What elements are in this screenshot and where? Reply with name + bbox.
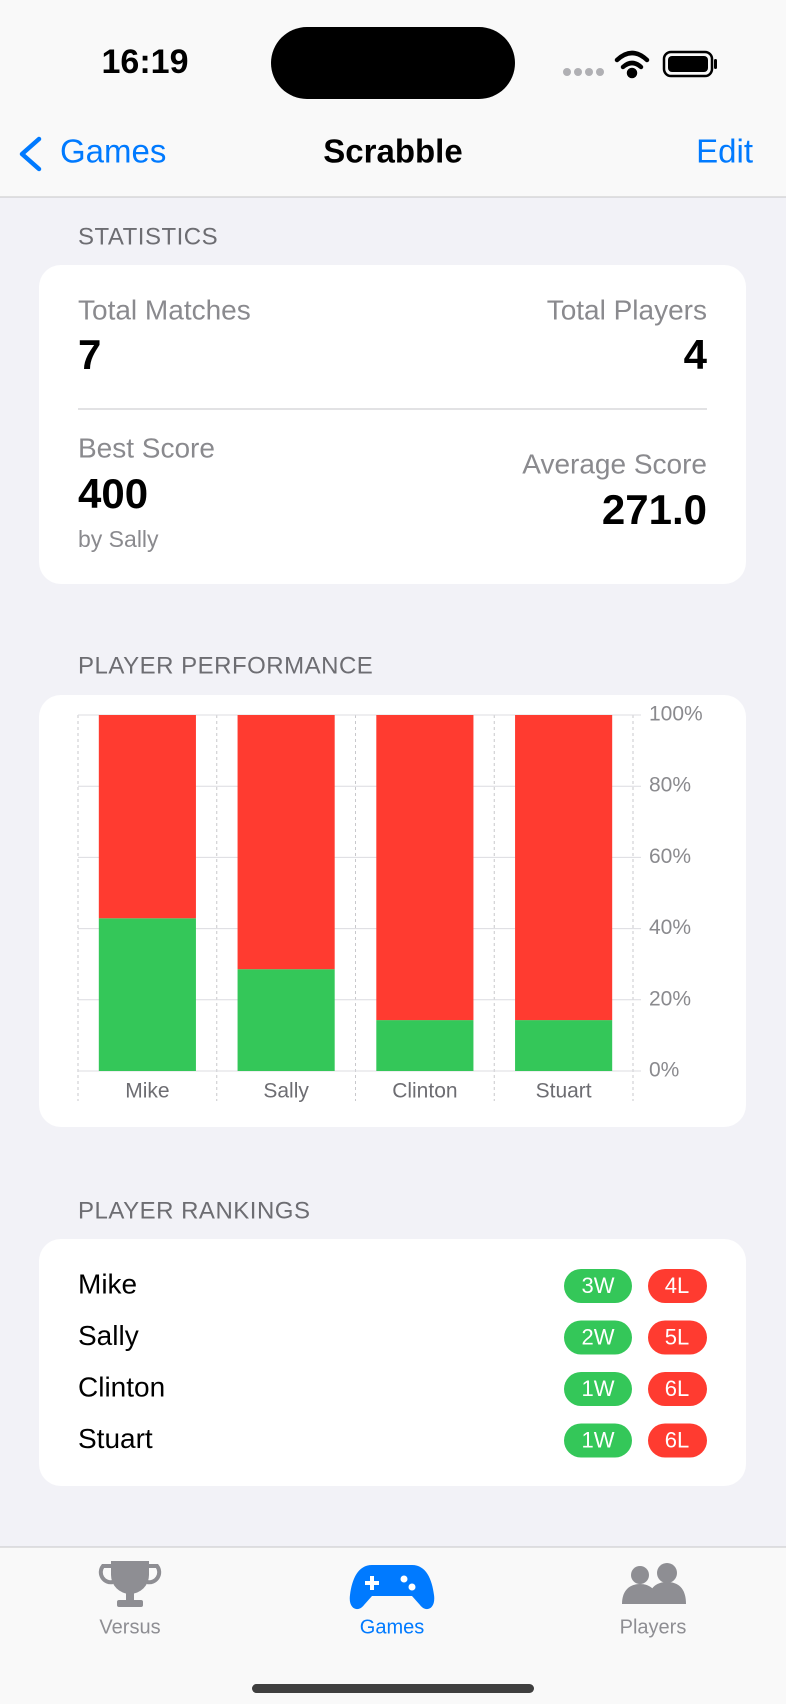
rankings-list: Mike 3W 4L Sally 2W 5L Clinton 1W 6L Stuart 1W 6L	[78, 1268, 707, 1458]
bar-segment	[237, 715, 335, 970]
bar-segment	[515, 1020, 613, 1071]
wins-pill	[564, 1320, 632, 1355]
x-tick-label: Mike	[125, 1080, 169, 1103]
player-name: Stuart	[78, 1423, 153, 1454]
y-tick-label: 40%	[649, 916, 691, 939]
gamepad-icon[interactable]	[349, 1565, 435, 1610]
x-tick-label: Sally	[263, 1080, 309, 1103]
wifi	[614, 50, 650, 79]
losses-text: 6L	[665, 1427, 689, 1452]
bar-segment	[98, 715, 196, 919]
stat-label: Total Matches	[78, 294, 251, 325]
y-tick-label: 80%	[649, 774, 691, 797]
wins-text: 2W	[582, 1324, 615, 1349]
stat-caption: by Sally	[78, 526, 159, 552]
losses-text: 4L	[665, 1273, 689, 1298]
tab-label[interactable]: Games	[360, 1616, 424, 1638]
wins-pill	[564, 1372, 632, 1406]
stat-value: 400	[78, 470, 148, 517]
stat-value: 271.0	[602, 486, 707, 533]
tab-label[interactable]: Players	[620, 1616, 687, 1638]
y-tick-label: 100%	[649, 703, 703, 726]
section-header: PLAYER RANKINGS	[78, 1197, 310, 1224]
losses-pill	[648, 1269, 707, 1303]
nav-title: Scrabble	[323, 133, 462, 170]
bar-segment	[237, 969, 335, 1071]
wins-text: 3W	[582, 1273, 615, 1298]
losses-pill	[648, 1372, 707, 1406]
chart: 0% 20% 40% 60% 80% 100% Mike Sally Clinton Stuart	[77, 703, 703, 1103]
player-name: Clinton	[78, 1371, 165, 1402]
stat-value: 7	[78, 331, 101, 378]
wins-pill	[564, 1269, 632, 1303]
bar-segment	[515, 715, 613, 1021]
back-chevron[interactable]	[19, 136, 42, 172]
bar-segment	[98, 918, 196, 1071]
dynamic-island	[271, 27, 515, 99]
y-tick-label: 20%	[649, 987, 691, 1010]
back-button[interactable]: Games	[60, 133, 166, 170]
y-tick-label: 0%	[649, 1059, 679, 1082]
signal	[563, 68, 604, 76]
player-name: Mike	[78, 1268, 137, 1299]
trophy-icon[interactable]	[98, 1561, 162, 1607]
section-header: PLAYER PERFORMANCE	[78, 652, 373, 679]
tab-label[interactable]: Versus	[99, 1616, 160, 1638]
stat-label: Total Players	[547, 294, 707, 325]
rankings-card	[39, 1239, 746, 1486]
stat-value: 4	[684, 331, 708, 378]
time: 16:19	[102, 43, 189, 81]
losses-text: 5L	[665, 1324, 689, 1349]
x-tick-label: Stuart	[536, 1080, 592, 1103]
stat-label: Average Score	[522, 448, 707, 479]
edit-button[interactable]: Edit	[696, 133, 753, 170]
wins-text: 1W	[582, 1376, 615, 1401]
bar-segment	[376, 715, 474, 1021]
losses-text: 6L	[665, 1376, 689, 1401]
home-indicator	[252, 1684, 534, 1693]
stats-card	[39, 265, 746, 584]
wins-text: 1W	[582, 1427, 615, 1452]
bar-segment	[376, 1020, 474, 1071]
losses-pill	[648, 1423, 707, 1458]
wins-pill	[564, 1423, 632, 1458]
section-header: STATISTICS	[78, 223, 218, 250]
stat-label: Best Score	[78, 432, 215, 463]
losses-pill	[648, 1320, 707, 1355]
y-tick-label: 60%	[649, 845, 691, 868]
players-icon[interactable]	[622, 1563, 686, 1604]
x-tick-label: Clinton	[392, 1080, 457, 1103]
battery	[662, 50, 717, 78]
player-name: Sally	[78, 1320, 139, 1351]
